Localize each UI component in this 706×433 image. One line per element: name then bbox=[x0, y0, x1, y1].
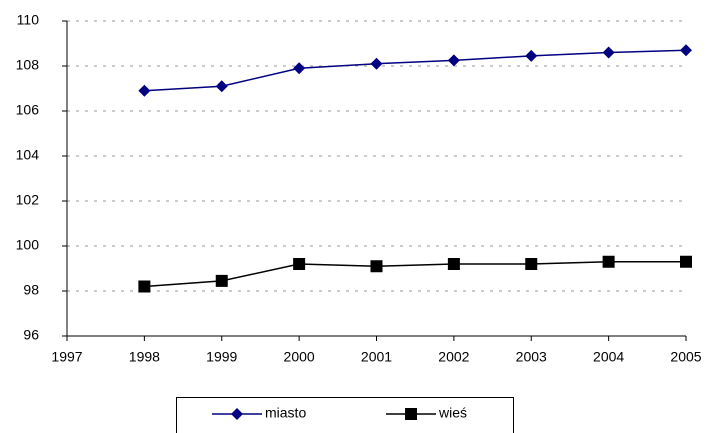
y-tick-label: 110 bbox=[17, 12, 40, 28]
x-tick-label: 1999 bbox=[206, 349, 237, 365]
legend-marker bbox=[405, 408, 417, 420]
x-tick-label: 1997 bbox=[51, 349, 82, 365]
y-tick-label: 106 bbox=[16, 102, 40, 118]
data-point bbox=[447, 258, 460, 270]
data-point bbox=[293, 258, 306, 270]
x-tick-label: 2002 bbox=[438, 349, 469, 365]
y-tick-label: 96 bbox=[23, 327, 39, 343]
series-line bbox=[144, 49, 687, 92]
legend-label: wieś bbox=[438, 405, 467, 421]
x-tick-label: 2005 bbox=[670, 349, 701, 365]
data-point bbox=[370, 57, 383, 70]
data-point bbox=[370, 260, 383, 273]
data-point bbox=[138, 84, 151, 97]
y-tick-label: 104 bbox=[16, 147, 40, 163]
legend-marker bbox=[231, 408, 243, 420]
data-point bbox=[293, 62, 306, 75]
x-tick-label: 1998 bbox=[129, 349, 160, 365]
data-point bbox=[215, 80, 228, 93]
legend-label: miasto bbox=[265, 405, 306, 421]
data-point bbox=[602, 46, 615, 59]
y-tick-label: 108 bbox=[16, 57, 40, 73]
data-point bbox=[602, 255, 615, 268]
y-tick-label: 100 bbox=[16, 237, 40, 253]
series-line bbox=[144, 261, 686, 288]
x-tick-label: 2001 bbox=[361, 349, 392, 365]
x-tick-label: 2004 bbox=[593, 349, 624, 365]
legend-box bbox=[176, 397, 514, 433]
data-point bbox=[525, 258, 538, 270]
data-point bbox=[215, 274, 228, 287]
x-tick-label: 2000 bbox=[284, 349, 315, 365]
x-tick-label: 2003 bbox=[516, 349, 547, 365]
data-point bbox=[138, 280, 151, 293]
data-point bbox=[680, 44, 692, 57]
data-point bbox=[447, 54, 460, 67]
y-tick-label: 102 bbox=[16, 192, 40, 208]
data-point bbox=[680, 255, 692, 268]
data-point bbox=[525, 49, 538, 62]
y-tick-label: 98 bbox=[23, 282, 39, 298]
